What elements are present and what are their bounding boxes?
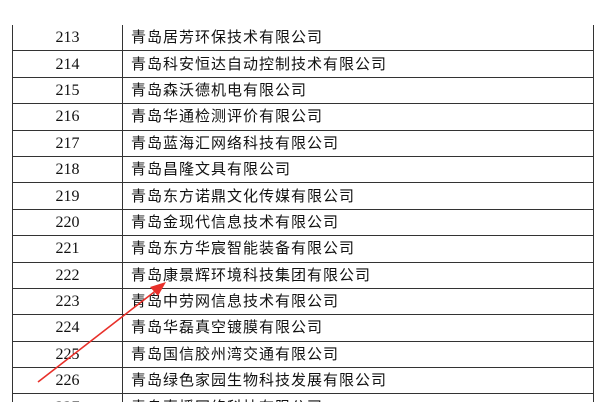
table-row: 219 青岛东方诺鼎文化传媒有限公司 <box>12 182 594 210</box>
company-name: 青岛华磊真空镀膜有限公司 <box>122 314 594 342</box>
row-number: 215 <box>12 76 123 105</box>
table-row: 214 青岛科安恒达自动控制技术有限公司 <box>12 50 594 78</box>
arrow-shaft <box>37 288 159 383</box>
arrow-head-icon <box>150 282 166 296</box>
company-name: 青岛直播网络科技有限公司 <box>122 393 594 402</box>
table-row: 222 青岛康景辉环境科技集团有限公司 <box>12 261 594 289</box>
company-name: 青岛昌隆文具有限公司 <box>122 155 594 184</box>
company-name: 青岛东方诺鼎文化传媒有限公司 <box>122 182 594 210</box>
row-number: 213 <box>12 25 123 52</box>
company-name: 青岛中劳网信息技术有限公司 <box>122 287 594 316</box>
table-row: 223 青岛中劳网信息技术有限公司 <box>12 287 594 316</box>
company-name: 青岛蓝海汇网络科技有限公司 <box>122 129 594 157</box>
company-name: 青岛东方华宸智能装备有限公司 <box>122 235 594 263</box>
table-row: 217 青岛蓝海汇网络科技有限公司 <box>12 129 594 157</box>
row-number: 224 <box>12 314 123 342</box>
row-number: 225 <box>12 340 123 369</box>
table-row: 216 青岛华通检测评价有限公司 <box>12 103 594 131</box>
table-row: 224 青岛华磊真空镀膜有限公司 <box>12 314 594 342</box>
table-row: 225 青岛国信胶州湾交通有限公司 <box>12 340 594 369</box>
table-row: 221 青岛东方华宸智能装备有限公司 <box>12 235 594 263</box>
row-number: 214 <box>12 50 123 78</box>
row-number: 226 <box>12 367 123 395</box>
row-number: 216 <box>12 103 123 131</box>
company-name: 青岛康景辉环境科技集团有限公司 <box>122 261 594 289</box>
company-name: 青岛金现代信息技术有限公司 <box>122 208 594 237</box>
company-table: 213 青岛居芳环保技术有限公司 214 青岛科安恒达自动控制技术有限公司 215 青岛森… <box>12 25 594 402</box>
table-row: 227青岛直播网络科技有限公司 <box>12 393 594 402</box>
company-table-viewport: 213 青岛居芳环保技术有限公司 214 青岛科安恒达自动控制技术有限公司 215 青岛森… <box>0 25 600 402</box>
company-name: 青岛华通检测评价有限公司 <box>122 103 594 131</box>
company-name: 青岛国信胶州湾交通有限公司 <box>122 340 594 369</box>
